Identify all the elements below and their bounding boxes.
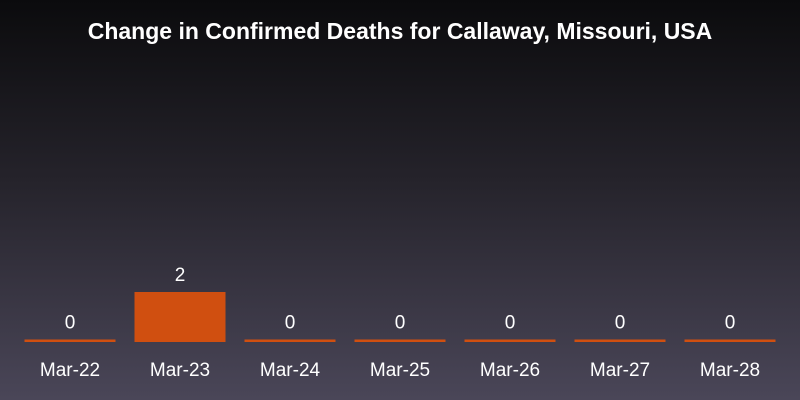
bar-mar-23	[134, 292, 226, 342]
bar-mar-22	[24, 339, 116, 342]
data-label-mar-22: 0	[65, 313, 76, 334]
data-label-mar-23: 2	[175, 265, 186, 286]
bar-mar-26	[464, 339, 556, 342]
x-tick-label-mar-25: Mar-25	[370, 360, 430, 381]
bar-mar-27	[574, 339, 666, 342]
x-tick-label-mar-26: Mar-26	[480, 360, 540, 381]
data-label-mar-28: 0	[725, 313, 736, 334]
x-tick-label-mar-22: Mar-22	[40, 360, 100, 381]
data-label-mar-27: 0	[615, 313, 626, 334]
data-label-mar-25: 0	[395, 313, 406, 334]
x-tick-label-mar-23: Mar-23	[150, 360, 210, 381]
bar-mar-24	[244, 339, 336, 342]
bar-mar-28	[684, 339, 776, 342]
chart-title: Change in Confirmed Deaths for Callaway,…	[87, 18, 713, 44]
x-tick-label-mar-28: Mar-28	[700, 360, 760, 381]
data-label-mar-26: 0	[505, 313, 516, 334]
x-tick-label-mar-24: Mar-24	[260, 360, 321, 381]
bar-mar-25	[354, 339, 446, 342]
data-label-mar-24: 0	[285, 313, 296, 334]
x-tick-label-mar-27: Mar-27	[590, 360, 650, 381]
